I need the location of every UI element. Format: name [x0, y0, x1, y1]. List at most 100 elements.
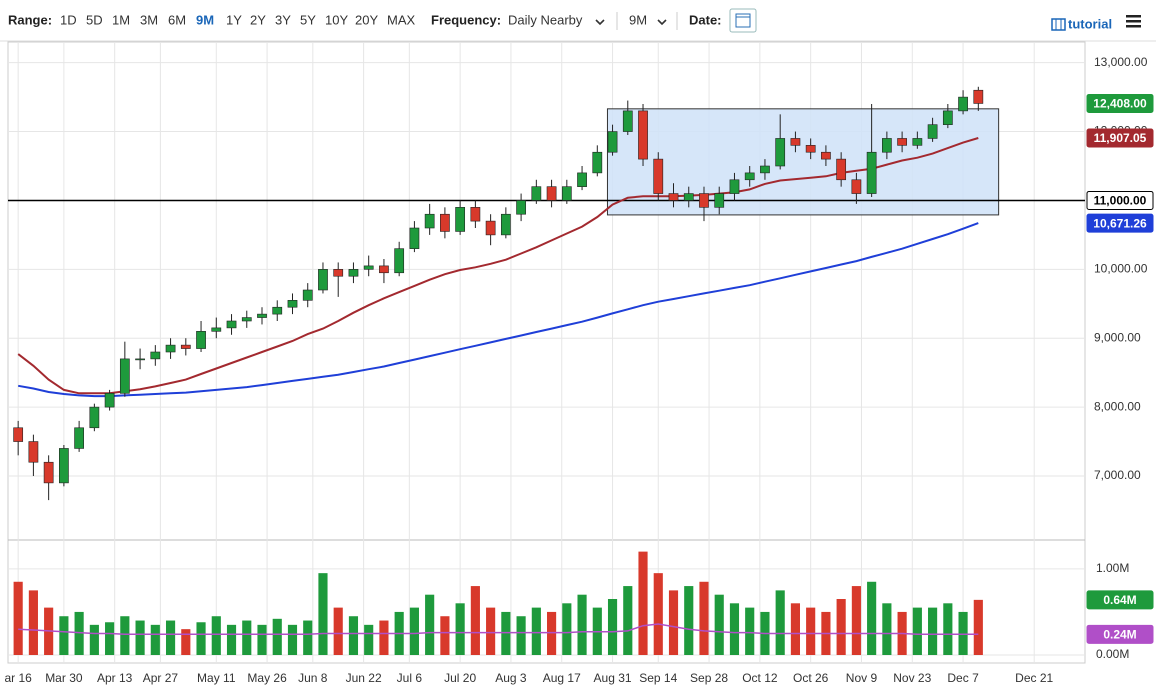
range-button[interactable]: MAX: [387, 12, 416, 27]
candle-body: [729, 179, 740, 194]
volume-bar: [699, 581, 709, 655]
volume-bar: [135, 620, 145, 655]
volume-bar: [577, 594, 587, 655]
y-tick-label: 1.00M: [1096, 561, 1129, 575]
range-button[interactable]: 1D: [60, 12, 77, 27]
volume-bar: [638, 551, 648, 655]
candle-body: [668, 193, 679, 201]
calendar-button[interactable]: [729, 8, 757, 33]
candle-body: [805, 145, 816, 153]
candle-body: [683, 193, 694, 201]
candle-body: [531, 186, 542, 201]
range-button[interactable]: 5D: [86, 12, 103, 27]
y-tick-label: 9,000.00: [1094, 330, 1141, 344]
date-label: Date:: [689, 12, 722, 27]
volume-bar: [623, 586, 633, 655]
volume-bar: [775, 590, 785, 655]
frequency-label: Frequency:: [431, 12, 501, 27]
volume-bar: [912, 607, 922, 655]
x-tick-label: May 11: [197, 671, 236, 685]
tutorial-icon[interactable]: [1051, 18, 1066, 31]
value-tag-label: 11,000.00: [1094, 194, 1147, 208]
y-tick-label: 8,000.00: [1094, 399, 1141, 413]
tutorial-link[interactable]: tutorial: [1068, 16, 1112, 31]
range-button[interactable]: 10Y: [325, 12, 348, 27]
value-tag-label: 12,408.00: [1093, 97, 1147, 111]
candle-body: [379, 265, 389, 274]
chevron[interactable]: [657, 19, 667, 26]
volume-bar: [165, 620, 176, 655]
candle-body: [516, 200, 526, 215]
candle-body: [653, 158, 664, 194]
candle-body: [455, 207, 466, 232]
x-tick-label: Jul 6: [397, 671, 423, 685]
candle-body: [958, 96, 968, 112]
menu-button[interactable]: [1126, 15, 1141, 28]
candle-body: [912, 138, 923, 146]
candle-body: [13, 427, 24, 442]
candle-body: [440, 213, 450, 232]
frequency-select[interactable]: Daily Nearby: [508, 12, 583, 27]
candle-body: [348, 269, 359, 277]
candle-body: [196, 331, 206, 349]
candle-body: [882, 138, 892, 153]
chevron[interactable]: [595, 19, 605, 26]
volume-bar: [348, 616, 359, 655]
candle-body: [318, 269, 328, 291]
value-tag: [1086, 213, 1154, 233]
volume-bar: [470, 586, 480, 655]
volume-bar: [745, 607, 755, 655]
value-tag: [1086, 190, 1154, 210]
y-tick-label: 13,000.00: [1094, 55, 1148, 69]
candle-body: [851, 179, 862, 194]
candle-body: [394, 248, 405, 274]
range-button[interactable]: 1Y: [226, 12, 242, 27]
candle-body: [211, 327, 222, 332]
x-tick-label: Jun 22: [346, 671, 382, 685]
volume-bar: [196, 622, 206, 655]
candle-body: [561, 186, 572, 201]
candle-body: [622, 110, 633, 132]
candle-body: [699, 193, 709, 208]
range-button[interactable]: 20Y: [355, 12, 378, 27]
x-tick-label: Jun 8: [298, 671, 328, 685]
volume-bar: [836, 599, 846, 655]
y-tick-label: 7,000.00: [1094, 468, 1141, 482]
candle-body: [257, 313, 267, 318]
volume-bar: [729, 603, 740, 655]
volume-bar: [653, 573, 663, 655]
x-tick-label: Dec 21: [1015, 671, 1053, 685]
volume-bar: [150, 624, 160, 655]
volume-bar: [562, 603, 572, 655]
candle-body: [150, 351, 161, 360]
range-button[interactable]: 3Y: [275, 12, 291, 27]
range-button[interactable]: 3M: [140, 12, 158, 27]
period-select[interactable]: 9M: [629, 12, 647, 27]
range-button[interactable]: 6M: [168, 12, 186, 27]
candle-body: [135, 358, 145, 361]
x-tick-label: May 26: [247, 671, 287, 685]
volume-bar: [318, 573, 328, 655]
volume-bar: [226, 624, 237, 655]
volume-bar: [531, 607, 541, 655]
candle-body: [836, 158, 847, 181]
x-tick-label: Oct 12: [742, 671, 778, 685]
range-button[interactable]: 1M: [112, 12, 130, 27]
volume-bar: [287, 624, 298, 655]
volume-bar: [303, 620, 313, 655]
candle-body: [180, 344, 191, 349]
candle-body: [43, 461, 54, 484]
range-button[interactable]: 9M: [196, 12, 214, 27]
range-button[interactable]: 5Y: [300, 12, 316, 27]
candle-body: [485, 220, 496, 236]
range-button[interactable]: 2Y: [250, 12, 266, 27]
plot-frame: [7, 41, 1086, 664]
candle-body: [241, 317, 252, 322]
candle-body: [363, 265, 374, 270]
volume-bar: [74, 611, 84, 655]
volume-bar: [851, 586, 861, 655]
candle-body: [714, 193, 725, 208]
volume-bar: [211, 616, 221, 655]
volume-bar: [89, 624, 99, 655]
value-tag: [1086, 128, 1154, 148]
